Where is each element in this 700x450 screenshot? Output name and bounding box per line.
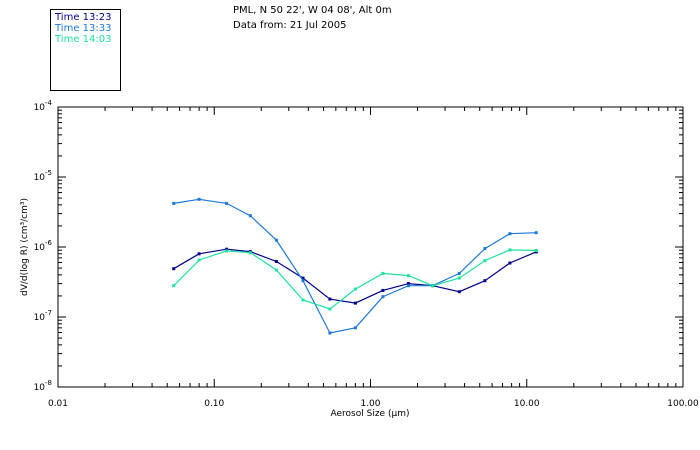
series-2-point (381, 271, 385, 275)
series-2-point (353, 287, 357, 291)
series-1-point (172, 201, 176, 205)
series-layer (172, 197, 538, 335)
chart-location-line: PML, N 50 22', W 04 08', Alt 0m (233, 5, 392, 16)
y-tick-label: 10-7 (34, 309, 52, 323)
series-2-point (248, 251, 252, 255)
series-1-point (381, 295, 385, 299)
y-tick-label: 10-5 (34, 169, 52, 183)
y-tick-label: 10-6 (34, 239, 53, 253)
series-0-point (172, 267, 176, 271)
series-0-point (328, 297, 332, 301)
x-axis-title: Aerosol Size (µm) (331, 409, 410, 419)
series-0-point (301, 276, 305, 280)
series-1-point (508, 232, 512, 236)
y-tick-label: 10-8 (34, 379, 52, 393)
series-0-point (197, 252, 201, 256)
x-tick-label: 0.01 (48, 399, 68, 409)
series-2-point (328, 307, 332, 311)
series-1-point (457, 271, 461, 275)
series-0-point (381, 288, 385, 292)
legend-item-0: Time 13:23 (55, 12, 112, 23)
x-tick-label: 0.10 (204, 399, 224, 409)
series-1-point (225, 201, 229, 205)
plot-frame (57, 106, 684, 388)
series-2-point (457, 276, 461, 280)
series-0-point (274, 260, 278, 263)
series-2-point (274, 268, 278, 272)
series-2-point (301, 298, 305, 302)
series-2-point (225, 249, 229, 253)
y-tick-label: 10-4 (34, 99, 53, 113)
legend-box: Time 13:23 Time 13:33 Time 14:03 (50, 9, 121, 91)
series-1-point (328, 331, 332, 335)
series-2-point (508, 248, 512, 252)
series-1-point (301, 279, 305, 283)
chart-date-line: Data from: 21 Jul 2005 (233, 20, 347, 31)
series-1-point (534, 231, 538, 235)
series-2-point (172, 284, 176, 288)
series-1-point (248, 214, 252, 218)
series-line-1 (173, 198, 537, 334)
x-tick-label: 1.00 (360, 399, 380, 409)
series-1-point (483, 247, 487, 251)
series-1-point (407, 284, 410, 288)
series-0-point (407, 282, 410, 286)
series-2-point (431, 284, 435, 288)
series-0-point (508, 261, 512, 265)
series-2-point (197, 258, 201, 262)
legend-item-2: Time 14:03 (55, 34, 112, 45)
legend-item-1: Time 13:33 (55, 23, 112, 34)
x-tick-label: 100.00 (667, 399, 699, 409)
series-line-0 (173, 248, 537, 304)
x-axis: 0.01 0.10 1.00 10.00 100.00 (48, 107, 699, 409)
x-tick-label: 10.00 (514, 399, 540, 409)
series-0-point (457, 290, 461, 294)
series-0-point (225, 247, 229, 251)
series-0-point (483, 279, 487, 283)
series-2-point (534, 249, 538, 252)
series-1-point (274, 238, 278, 242)
series-0-point (353, 301, 357, 305)
y-axis-title: dV/d(log R) (cm³/cm³) (20, 198, 30, 296)
series-1-point (353, 326, 357, 330)
y-axis: 10-8 10-7 10-6 10-5 10-4 (34, 99, 683, 393)
series-line-2 (173, 249, 537, 310)
series-2-point (483, 259, 487, 263)
series-1-point (197, 197, 201, 201)
series-2-point (407, 274, 410, 278)
